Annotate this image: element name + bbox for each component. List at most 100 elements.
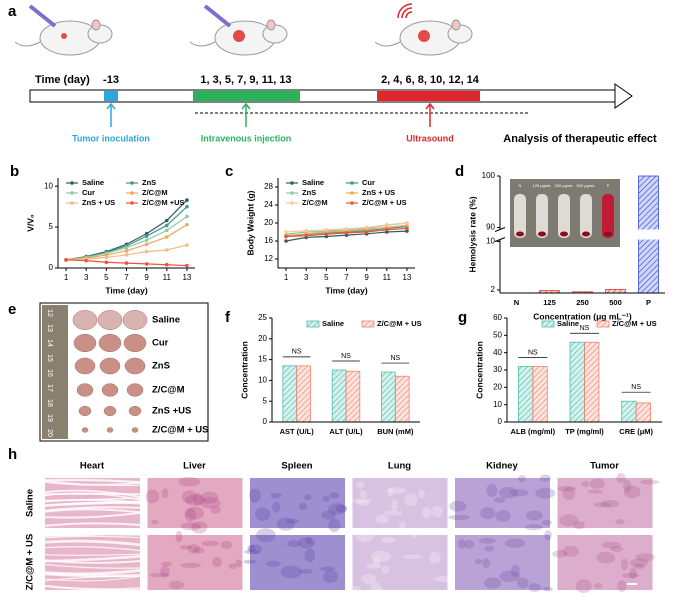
tissue-texture xyxy=(168,580,185,589)
tumor xyxy=(103,405,117,417)
data-point xyxy=(164,262,169,267)
annotation: NS xyxy=(341,353,351,360)
legend-label: ZnS + US xyxy=(362,188,395,197)
x-tick-label: CRE (μM) xyxy=(619,427,653,436)
tissue-texture xyxy=(298,568,313,574)
mouse-head xyxy=(87,24,113,44)
tissue-texture xyxy=(249,488,261,503)
tissue-texture xyxy=(493,497,506,503)
tissue-texture xyxy=(180,562,202,568)
data-point xyxy=(144,234,149,238)
data-point xyxy=(124,261,129,265)
pellet xyxy=(538,231,546,237)
data-point xyxy=(164,218,169,223)
tissue-texture xyxy=(418,489,425,499)
tissue-texture xyxy=(610,546,624,552)
x-tick-label: 13 xyxy=(402,273,411,282)
tissue-texture xyxy=(179,545,193,550)
y-tick-label: 10 xyxy=(258,376,267,385)
legend-swatch xyxy=(541,320,555,328)
tissue-texture xyxy=(557,485,577,492)
y-tick-label: 60 xyxy=(493,313,502,322)
tissue-texture xyxy=(559,514,579,527)
ultrasound-wave xyxy=(397,3,413,19)
tumor xyxy=(128,405,142,417)
tissue-streak xyxy=(44,575,141,582)
histology-image xyxy=(352,535,448,590)
tissue-texture xyxy=(484,545,495,552)
legend-marker xyxy=(290,201,294,205)
tissue-texture xyxy=(185,506,205,520)
tissue-texture xyxy=(593,582,603,589)
data-point xyxy=(324,227,329,232)
x-axis-label: Time (day) xyxy=(325,285,368,295)
time-label: Time (day) xyxy=(35,74,90,86)
tissue-texture xyxy=(243,549,260,555)
y-tick-label: 5 xyxy=(49,222,54,231)
legend-label: Z/C@M + US xyxy=(362,198,407,207)
x-tick-label: 5 xyxy=(104,273,109,282)
tissue-texture xyxy=(193,492,202,506)
tissue-texture xyxy=(433,575,455,583)
tissue-texture xyxy=(298,537,316,549)
tissue-streak xyxy=(44,555,141,563)
tissue-streak xyxy=(44,563,141,569)
x-tick-label: 3 xyxy=(84,273,89,282)
break-mark xyxy=(494,227,506,232)
group-label: Saline xyxy=(152,315,180,326)
event-label: Ultrasound xyxy=(406,133,454,143)
tissue-texture xyxy=(248,544,263,554)
tissue-texture xyxy=(320,566,335,572)
data-point xyxy=(144,249,149,254)
y-axis-label: Concentration xyxy=(239,341,249,399)
x-tick-label: 11 xyxy=(163,273,172,282)
tissue-texture xyxy=(160,561,173,567)
tissue-texture xyxy=(581,481,590,488)
tissue-texture xyxy=(235,559,242,568)
legend-swatch xyxy=(361,320,375,328)
data-point xyxy=(185,198,189,202)
tumor-dot xyxy=(61,33,67,39)
y-tick-label: 0 xyxy=(263,417,268,426)
tumor xyxy=(98,333,122,353)
data-point xyxy=(405,229,409,233)
legend-label: ZnS xyxy=(302,188,316,197)
tissue-texture xyxy=(200,491,219,504)
x-tick-label: 9 xyxy=(144,273,149,282)
tissue-texture xyxy=(228,563,237,570)
panel-label: f xyxy=(225,309,231,326)
tissue-label: Lung xyxy=(388,461,411,472)
tissue-texture xyxy=(617,580,627,592)
histology-image xyxy=(557,478,653,528)
bar xyxy=(532,366,548,422)
tissue-texture xyxy=(517,475,526,483)
tissue-streak xyxy=(44,478,141,484)
panel-label: c xyxy=(225,163,233,180)
tube xyxy=(558,194,570,238)
legend-marker xyxy=(290,191,294,195)
tissue-texture xyxy=(498,487,518,499)
bar xyxy=(635,402,652,422)
mouse-tail xyxy=(374,41,401,47)
tissue-streak xyxy=(44,489,141,498)
data-point xyxy=(364,230,369,234)
annotation: NS xyxy=(580,325,590,332)
x-tick-label: TP (mg/ml) xyxy=(565,427,604,436)
tissue-texture xyxy=(421,507,432,519)
pellet xyxy=(582,231,590,237)
tissue-texture xyxy=(323,569,339,583)
arrow xyxy=(425,102,435,127)
tissue-texture xyxy=(544,530,552,541)
annotation: NS xyxy=(292,349,302,356)
ultrasound-wave xyxy=(401,7,413,19)
tube xyxy=(536,194,548,238)
y-tick-label: 24 xyxy=(264,200,273,209)
bar xyxy=(381,371,396,422)
mouse-head xyxy=(447,24,473,44)
ruler-label: 20 xyxy=(46,429,53,437)
tissue-texture xyxy=(516,577,529,589)
annotation: NS xyxy=(528,349,538,356)
mouse-head xyxy=(262,24,288,44)
tissue-texture xyxy=(377,587,384,593)
arrow xyxy=(241,102,251,127)
